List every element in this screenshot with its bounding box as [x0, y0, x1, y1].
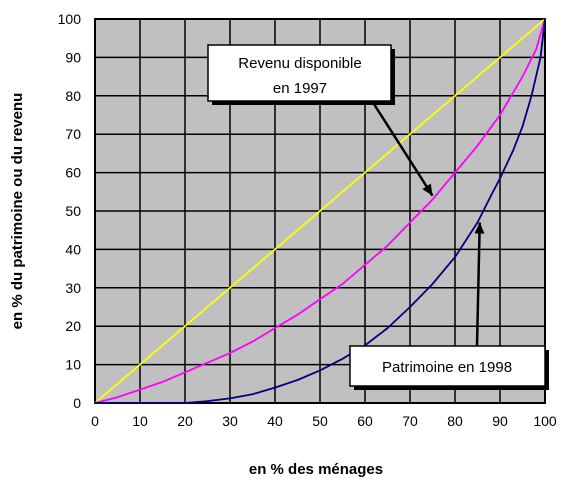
- x-axis-title: en % des ménages: [249, 461, 383, 478]
- x-tick-label: 30: [222, 413, 238, 429]
- annotation-text: Patrimoine en 1998: [382, 359, 512, 376]
- annotation-arrow-head: [474, 222, 485, 234]
- x-tick-label: 60: [357, 413, 373, 429]
- y-tick-label: 0: [73, 395, 81, 411]
- annotation-1: Revenu disponible en 1997: [207, 44, 434, 197]
- y-axis-ticks: 0 10 20 30 40 50 60 70 80 90 100: [58, 11, 82, 411]
- plot-border: [94, 18, 546, 404]
- x-tick-label: 10: [132, 413, 148, 429]
- annotation-text: Revenu disponible: [238, 55, 361, 72]
- annotation-arrow-line: [370, 100, 434, 197]
- x-tick-label: 90: [492, 413, 508, 429]
- series-line-3: [95, 18, 546, 404]
- annotation-arrow-line: [475, 222, 481, 347]
- y-tick-label: 80: [65, 88, 81, 104]
- annotation-2: Patrimoine en 1998: [349, 222, 549, 390]
- y-axis-title: en % du patrimoine ou du revenu: [9, 93, 26, 330]
- y-tick-label: 60: [65, 165, 81, 181]
- x-tick-label: 70: [402, 413, 418, 429]
- y-tick-label: 70: [65, 126, 81, 142]
- x-tick-label: 40: [267, 413, 283, 429]
- y-tick-label: 10: [65, 357, 81, 373]
- annotation-box: [349, 345, 546, 387]
- x-tick-label: 0: [91, 413, 99, 429]
- y-tick-label: 40: [65, 241, 81, 257]
- x-tick-label: 20: [177, 413, 193, 429]
- series-line-1: [94, 18, 546, 404]
- y-tick-label: 50: [65, 203, 81, 219]
- x-axis-ticks: 0 10 20 30 40 50 60 70 80 90 100: [91, 413, 557, 429]
- annotation-text: en 1997: [273, 80, 327, 97]
- y-tick-label: 20: [65, 318, 81, 334]
- y-tick-label: 90: [65, 49, 81, 65]
- series-group: [94, 18, 546, 404]
- y-tick-label: 100: [58, 11, 82, 27]
- x-tick-label: 100: [533, 413, 557, 429]
- annotations-group: Revenu disponible en 1997 Patrimoine en 19…: [207, 44, 549, 390]
- series-line-2: [94, 18, 546, 404]
- x-tick-label: 80: [447, 413, 463, 429]
- annotation-box: [207, 44, 392, 102]
- y-tick-label: 30: [65, 280, 81, 296]
- x-tick-label: 50: [312, 413, 328, 429]
- annotation-arrow-head: [422, 183, 433, 196]
